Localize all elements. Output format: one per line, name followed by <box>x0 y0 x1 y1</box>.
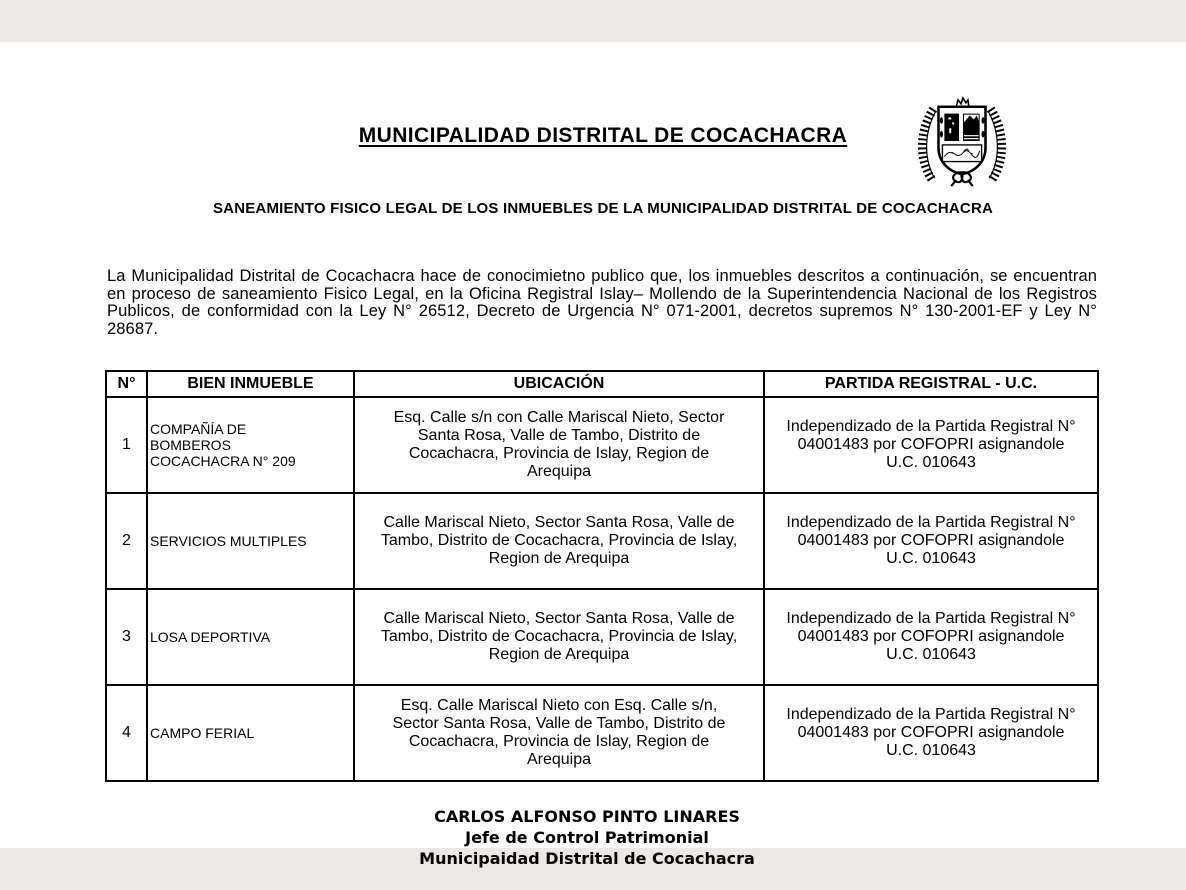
row-number-cell: 1 <box>105 396 148 494</box>
table-row: 4 CAMPO FERIAL Esq. Calle Mariscal Nieto… <box>105 684 1099 782</box>
registry-record-cell: Independizado de la Partida Registral N°… <box>763 396 1099 494</box>
intro-paragraph: La Municipalidad Distrital de Cocachacra… <box>107 267 1097 338</box>
table-row: 1 COMPAÑÍA DE BOMBEROS COCACHACRA N° 209… <box>105 396 1099 494</box>
property-name-cell: LOSA DEPORTIVA <box>146 588 355 686</box>
location-cell: Esq. Calle Mariscal Nieto con Esq. Calle… <box>353 684 765 782</box>
property-name-cell: SERVICIOS MULTIPLES <box>146 492 355 590</box>
table-header-row: N° BIEN INMUEBLE UBICACIÓN PARTIDA REGIS… <box>105 370 1099 398</box>
signature-name: CARLOS ALFONSO PINTO LINARES <box>434 807 740 826</box>
signature-org: Municipaidad Distrital de Cocachacra <box>419 849 755 868</box>
row-number-cell: 3 <box>105 588 148 686</box>
table-row: 2 SERVICIOS MULTIPLES Calle Mariscal Nie… <box>105 492 1099 590</box>
registry-record-cell: Independizado de la Partida Registral N°… <box>763 492 1099 590</box>
coat-of-arms-icon <box>913 94 1011 188</box>
registry-record-cell: Independizado de la Partida Registral N°… <box>763 588 1099 686</box>
location-cell: Calle Mariscal Nieto, Sector Santa Rosa,… <box>353 492 765 590</box>
column-header-bien-inmueble: BIEN INMUEBLE <box>146 370 355 398</box>
column-header-ubicacion: UBICACIÓN <box>353 370 765 398</box>
property-name-cell: COMPAÑÍA DE BOMBEROS COCACHACRA N° 209 <box>146 396 355 494</box>
registry-record-cell: Independizado de la Partida Registral N°… <box>763 684 1099 782</box>
table-row: 3 LOSA DEPORTIVA Calle Mariscal Nieto, S… <box>105 588 1099 686</box>
properties-table: N° BIEN INMUEBLE UBICACIÓN PARTIDA REGIS… <box>105 370 1099 782</box>
column-header-partida-registral: PARTIDA REGISTRAL - U.C. <box>763 370 1099 398</box>
document-subtitle: SANEAMIENTO FISICO LEGAL DE LOS INMUEBLE… <box>212 200 994 217</box>
row-number-cell: 2 <box>105 492 148 590</box>
property-name-cell: CAMPO FERIAL <box>146 684 355 782</box>
column-header-numero: N° <box>105 370 148 398</box>
document-title: MUNICIPALIDAD DISTRITAL DE COCACHACRA <box>358 124 848 147</box>
signature-block: CARLOS ALFONSO PINTO LINARES Jefe de Con… <box>0 806 1174 869</box>
document-page: MUNICIPALIDAD DISTRITAL DE COCACHACRA <box>0 42 1186 868</box>
location-cell: Calle Mariscal Nieto, Sector Santa Rosa,… <box>353 588 765 686</box>
signature-role: Jefe de Control Patrimonial <box>465 828 709 847</box>
location-cell: Esq. Calle s/n con Calle Mariscal Nieto,… <box>353 396 765 494</box>
row-number-cell: 4 <box>105 684 148 782</box>
